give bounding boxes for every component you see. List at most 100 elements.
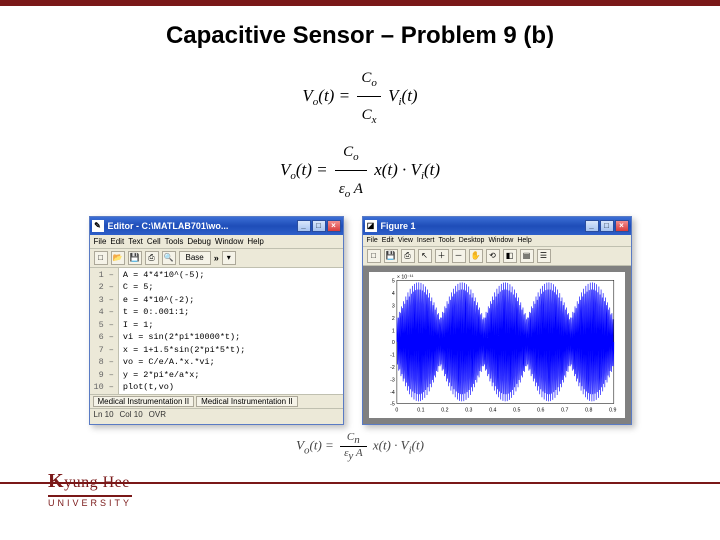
menu-edit[interactable]: Edit [110, 237, 124, 246]
axes[interactable]: 543 210 -1-2-3 -4-5 00.10.2 0.30.40.5 0.… [369, 272, 625, 418]
line-gutter: 1 – 2 – 3 – 4 – 5 – 6 – 7 – 8 – 9 – 10 – [90, 268, 119, 394]
code-8: vo = C/e/A.*x.*vi; [123, 357, 215, 367]
fig-colorbar-icon[interactable]: ▤ [520, 249, 534, 263]
eq1-den-sub: x [372, 114, 377, 126]
eq1-num: C [361, 70, 371, 86]
ln8: 8 [99, 357, 104, 367]
svg-text:0.2: 0.2 [441, 407, 448, 413]
svg-text:0.5: 0.5 [513, 407, 520, 413]
fig-menu-help[interactable]: Help [517, 237, 531, 244]
menu-help[interactable]: Help [247, 237, 263, 246]
svg-text:1: 1 [391, 328, 394, 334]
figure-titlebar[interactable]: ◪ Figure 1 _ □ × [363, 217, 631, 235]
svg-text:0.7: 0.7 [561, 407, 568, 413]
tab-1[interactable]: Medical Instrumentation II [93, 396, 195, 407]
ln10: 10 [94, 382, 104, 392]
menu-tools[interactable]: Tools [165, 237, 184, 246]
windows-row: ✎ Editor - C:\MATLAB701\wo... _ □ × File… [0, 216, 720, 425]
editor-toolbar: □ 📂 💾 ⎙ 🔍 Base » ▾ [90, 249, 343, 268]
editor-titlebar[interactable]: ✎ Editor - C:\MATLAB701\wo... _ □ × [90, 217, 343, 235]
code-10: plot(t,vo) [123, 382, 174, 392]
equations-block: Vo(t) = Co Cx Vi(t) Vo(t) = Co εo A x(t)… [0, 60, 720, 216]
svg-text:0.4: 0.4 [489, 407, 496, 413]
fig-rotate-icon[interactable]: ⟲ [486, 249, 500, 263]
minimize-button[interactable]: _ [297, 220, 311, 232]
eq2-frac: Co εo A [335, 134, 367, 208]
figure-toolbar: □ 💾 ⎙ ↖ ＋ － ✋ ⟲ ◧ ▤ ☰ [363, 247, 631, 266]
ln9: 9 [99, 370, 104, 380]
fig-close-button[interactable]: × [615, 220, 629, 232]
fig-legend-icon[interactable]: ☰ [537, 249, 551, 263]
eq1-num-sub: o [371, 77, 377, 89]
fig-menu-file[interactable]: File [367, 237, 378, 244]
maximize-button[interactable]: □ [312, 220, 326, 232]
menu-file[interactable]: File [94, 237, 107, 246]
fig-datacursor-icon[interactable]: ◧ [503, 249, 517, 263]
fig-maximize-button[interactable]: □ [600, 220, 614, 232]
editor-body[interactable]: 1 – 2 – 3 – 4 – 5 – 6 – 7 – 8 – 9 – 10 –… [90, 268, 343, 394]
eq1-lhs-arg: (t) = [318, 86, 354, 105]
fig-menu-tools[interactable]: Tools [438, 237, 454, 244]
eq1-den: C [362, 107, 372, 123]
toolbar-overflow-icon[interactable]: » [214, 253, 219, 263]
fig-menu-window[interactable]: Window [488, 237, 513, 244]
matlab-figure-window: ◪ Figure 1 _ □ × File Edit View Insert T… [362, 216, 632, 425]
new-icon[interactable]: □ [94, 251, 108, 265]
equation-2: Vo(t) = Co εo A x(t) · Vi(t) [280, 134, 440, 208]
fig-pan-icon[interactable]: ✋ [469, 249, 483, 263]
seq-den-b: A [353, 447, 362, 459]
code-area[interactable]: A = 4*4*10^(-5); C = 5; e = 4*10^(-2); t… [119, 268, 249, 394]
logo-rest: yung Hee [64, 474, 130, 491]
workspace-select[interactable]: Base [179, 251, 211, 265]
find-icon[interactable]: 🔍 [162, 251, 176, 265]
svg-text:5: 5 [391, 278, 394, 284]
fig-zoomout-icon[interactable]: － [452, 249, 466, 263]
svg-text:× 10⁻¹¹: × 10⁻¹¹ [396, 274, 413, 280]
logo-sub: UNIVERSITY [48, 495, 132, 508]
menu-debug[interactable]: Debug [187, 237, 211, 246]
ln4: 4 [99, 307, 104, 317]
seq-arg: (t) = [310, 437, 338, 452]
eq2-num-sub: o [353, 151, 359, 163]
figure-canvas: 543 210 -1-2-3 -4-5 00.10.2 0.30.40.5 0.… [363, 266, 631, 424]
fig-new-icon[interactable]: □ [367, 249, 381, 263]
matlab-editor-window: ✎ Editor - C:\MATLAB701\wo... _ □ × File… [89, 216, 344, 425]
code-7: x = 1+1.5*sin(2*pi*5*t); [123, 345, 245, 355]
seq-num-sub: n [354, 434, 360, 446]
seq-rhs-a: x(t) · V [373, 437, 409, 452]
eq2-num: C [343, 144, 353, 160]
ln3: 3 [99, 295, 104, 305]
menu-cell[interactable]: Cell [147, 237, 161, 246]
fig-print-icon[interactable]: ⎙ [401, 249, 415, 263]
eq1-rhs: V [388, 86, 398, 105]
code-6: vi = sin(2*pi*10000*t); [123, 332, 240, 342]
print-icon[interactable]: ⎙ [145, 251, 159, 265]
eq2-den-b: A [350, 181, 363, 197]
close-button[interactable]: × [327, 220, 341, 232]
fig-minimize-button[interactable]: _ [585, 220, 599, 232]
fig-arrow-icon[interactable]: ↖ [418, 249, 432, 263]
svg-text:0.8: 0.8 [585, 407, 592, 413]
fig-menu-view[interactable]: View [398, 237, 413, 244]
logo-k: K [48, 470, 64, 492]
fig-menu-insert[interactable]: Insert [417, 237, 435, 244]
eq2-lhs: V [280, 160, 290, 179]
fig-save-icon[interactable]: 💾 [384, 249, 398, 263]
svg-text:0: 0 [395, 407, 398, 413]
svg-text:3: 3 [391, 303, 394, 309]
open-icon[interactable]: 📂 [111, 251, 125, 265]
fig-zoomin-icon[interactable]: ＋ [435, 249, 449, 263]
menu-window[interactable]: Window [215, 237, 243, 246]
eq1-lhs: V [302, 86, 312, 105]
plot-svg: 543 210 -1-2-3 -4-5 00.10.2 0.30.40.5 0.… [369, 272, 625, 418]
save-icon[interactable]: 💾 [128, 251, 142, 265]
fig-menu-desktop[interactable]: Desktop [459, 237, 485, 244]
fig-menu-edit[interactable]: Edit [382, 237, 394, 244]
menu-text[interactable]: Text [128, 237, 143, 246]
dropdown-icon[interactable]: ▾ [222, 251, 236, 265]
page-title: Capacitive Sensor – Problem 9 (b) [0, 6, 720, 60]
tab-2[interactable]: Medical Instrumentation II [196, 396, 298, 407]
svg-text:0.6: 0.6 [537, 407, 544, 413]
svg-text:4: 4 [391, 291, 394, 297]
svg-text:-4: -4 [390, 390, 395, 396]
